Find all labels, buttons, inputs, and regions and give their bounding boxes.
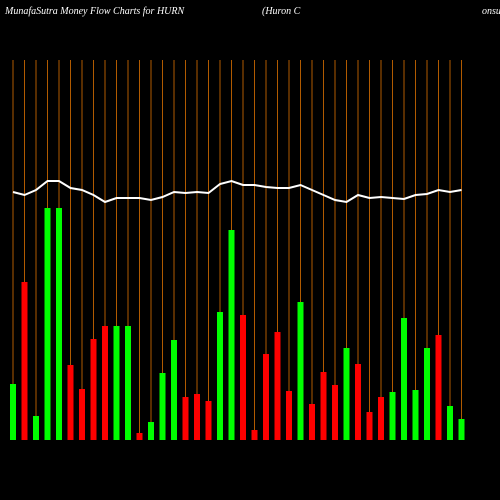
bar xyxy=(228,230,235,440)
bar xyxy=(44,208,51,440)
bar xyxy=(263,354,269,440)
bar xyxy=(217,312,223,440)
bar xyxy=(424,348,430,440)
bar xyxy=(320,372,327,440)
bar xyxy=(159,373,166,440)
bar xyxy=(205,401,212,440)
bar xyxy=(343,348,350,440)
bar xyxy=(401,318,407,440)
bar xyxy=(389,392,396,440)
bar xyxy=(286,391,292,440)
bar xyxy=(240,315,246,440)
bar xyxy=(136,433,143,440)
bar xyxy=(251,430,258,440)
bar xyxy=(33,416,39,440)
bar xyxy=(171,340,177,440)
bar xyxy=(79,389,85,440)
bar xyxy=(10,384,16,440)
bar xyxy=(355,364,361,440)
bar xyxy=(56,208,62,440)
bar xyxy=(378,397,384,440)
chart-subtitle: (Huron C xyxy=(262,6,301,17)
bar xyxy=(113,326,120,440)
bar xyxy=(458,419,465,440)
bar xyxy=(412,390,419,440)
bar xyxy=(332,385,338,440)
trend-line xyxy=(12,179,462,204)
bar xyxy=(102,326,108,440)
chart-subtitle-tail: onsu xyxy=(482,6,500,17)
bar xyxy=(125,326,131,440)
bar xyxy=(274,332,281,440)
bar xyxy=(297,302,304,440)
bar xyxy=(148,422,154,440)
bar xyxy=(21,282,28,440)
chart-title: MunafaSutra Money Flow Charts for HURN xyxy=(4,6,185,17)
bar xyxy=(366,412,373,440)
bar xyxy=(447,406,453,440)
bar xyxy=(194,394,200,440)
bar xyxy=(309,404,315,440)
bar xyxy=(67,365,74,440)
bar xyxy=(435,335,442,440)
bar xyxy=(90,339,97,440)
bar xyxy=(182,397,189,440)
